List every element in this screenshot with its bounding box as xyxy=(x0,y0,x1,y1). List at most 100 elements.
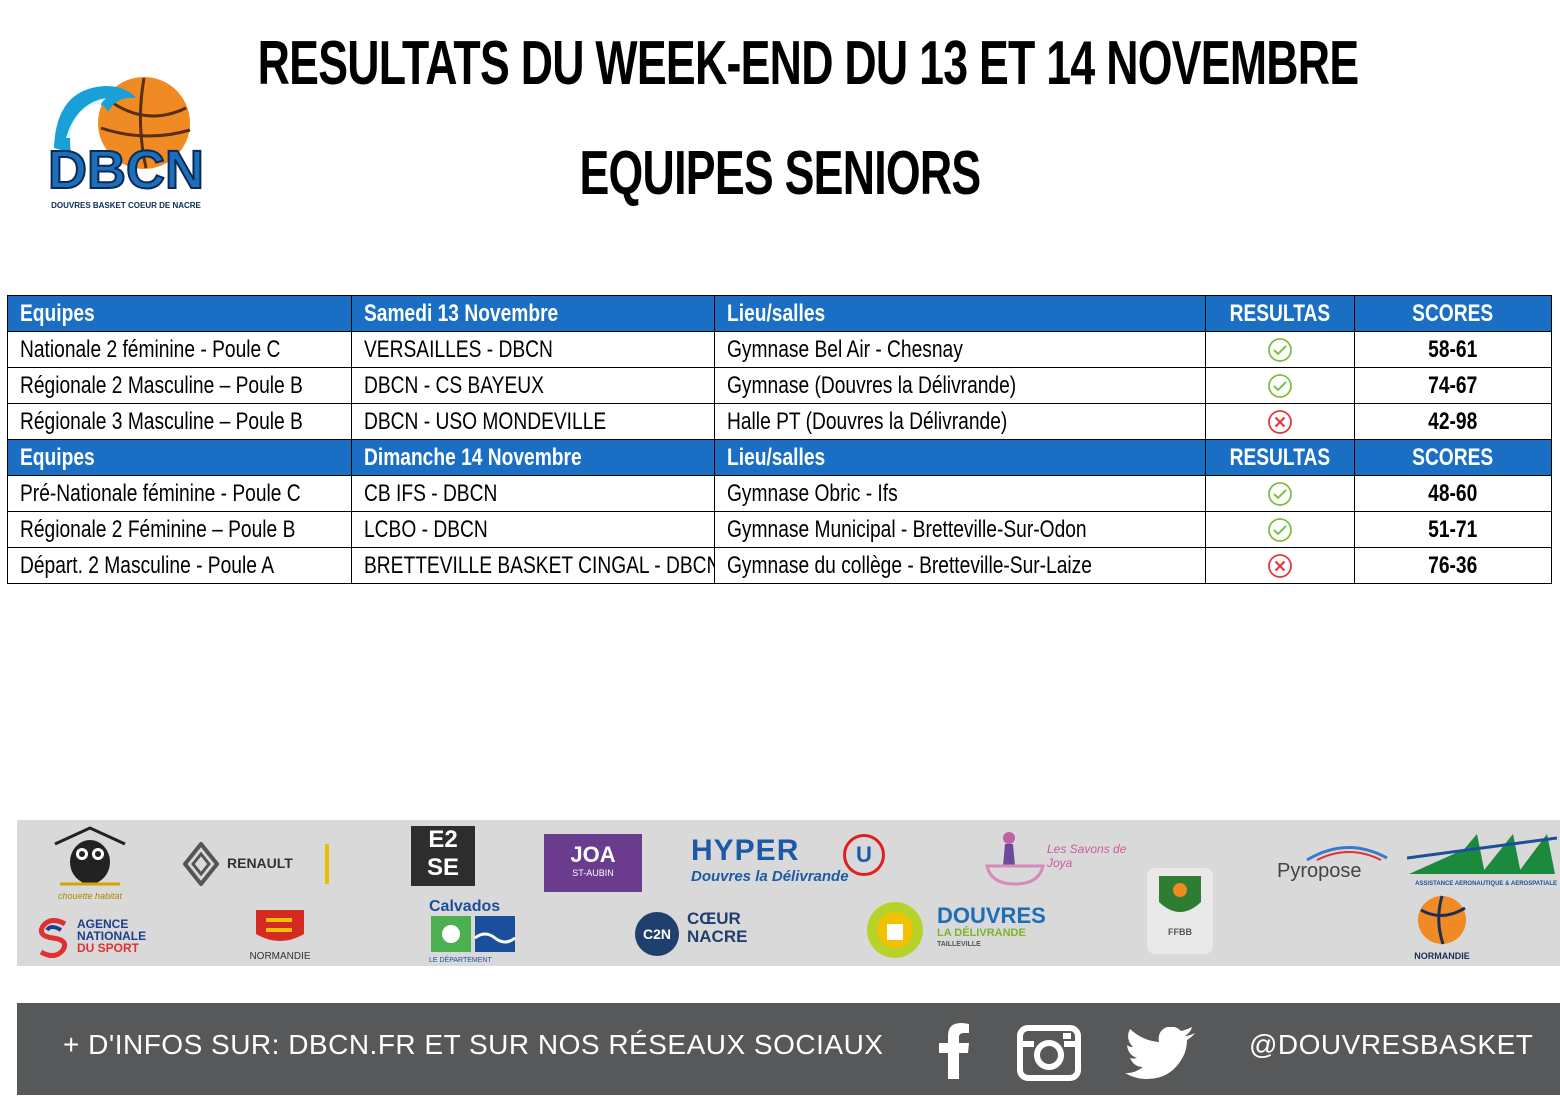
header-cell: SCORES xyxy=(1354,295,1552,332)
douvres-circle-icon xyxy=(867,902,923,958)
pyropose-logo: Pyropose xyxy=(1277,842,1397,882)
ans-line-2: NATIONALE xyxy=(77,929,147,943)
header-cell: Equipes xyxy=(7,439,352,476)
normandie-label: NORMANDIE xyxy=(249,951,311,962)
ans-line-1: AGENCE xyxy=(77,917,129,931)
coeur-de-nacre-logo: C2N CŒUR NACRE xyxy=(635,908,775,960)
ans-logo: AGENCE NATIONALE DU SPORT xyxy=(37,916,187,960)
cell-result xyxy=(1205,475,1355,512)
cell-team: Régionale 2 Masculine – Poule B xyxy=(7,367,352,404)
cell-score: 76-36 xyxy=(1354,547,1552,584)
normandie-basket-label: NORMANDIE xyxy=(1414,951,1470,961)
svg-text:DBCN: DBCN xyxy=(48,140,204,200)
region-normandie-logo: NORMANDIE xyxy=(237,908,323,964)
cell-match: DBCN - USO MONDEVILLE xyxy=(351,403,715,440)
ans-s-icon xyxy=(38,918,68,958)
header-cell: Lieu/salles xyxy=(714,439,1206,476)
cell-team: Régionale 2 Féminine – Poule B xyxy=(7,511,352,548)
normandie-basket-icon xyxy=(1418,895,1466,945)
header-cell: Dimanche 14 Novembre xyxy=(351,439,715,476)
bathtub-icon xyxy=(985,832,1045,886)
c2n-line-2: NACRE xyxy=(687,927,748,946)
joa-sub: ST-AUBIN xyxy=(572,868,614,878)
cell-score: 51-71 xyxy=(1354,511,1552,548)
douvres-line-3: TAILLEVILLE xyxy=(937,941,981,948)
normandie-basket-logo: NORMANDIE xyxy=(1397,892,1487,962)
c2n-line-1: CŒUR xyxy=(687,909,741,928)
cell-venue: Gymnase Bel Air - Chesnay xyxy=(714,331,1206,368)
loss-cross-icon xyxy=(1268,554,1292,579)
cell-score: 42-98 xyxy=(1354,403,1552,440)
chouette-habitat-logo: chouette habitat xyxy=(45,826,135,904)
page-title: RESULTATS DU WEEK-END DU 13 ET 14 NOVEMB… xyxy=(257,29,1359,98)
win-check-icon xyxy=(1268,518,1292,543)
joa-label: JOA xyxy=(570,842,616,867)
cell-result xyxy=(1205,403,1355,440)
calvados-logo: Calvados LE DÉPARTEMENT xyxy=(429,898,521,966)
aaa-wings-icon xyxy=(1406,834,1558,874)
joa-logo: JOA ST-AUBIN xyxy=(544,834,642,892)
hyper-sub: Douvres la Délivrande xyxy=(691,868,849,885)
header-cell: Equipes xyxy=(7,295,352,332)
cell-venue: Gymnase Municipal - Bretteville-Sur-Odon xyxy=(714,511,1206,548)
calvados-basket-logo: FFBB xyxy=(1147,868,1213,954)
c2n-icon: C2N xyxy=(635,912,679,956)
facebook-icon[interactable] xyxy=(935,1023,971,1079)
swoosh-icon xyxy=(1306,846,1388,862)
calvados-sub: LE DÉPARTEMENT xyxy=(429,957,492,964)
table-row: Régionale 2 Féminine – Poule B LCBO - DBC… xyxy=(7,511,1552,548)
cell-venue: Gymnase du collège - Bretteville-Sur-Lai… xyxy=(714,547,1206,584)
footer-info: + D'INFOS SUR: DBCN.FR ET SUR NOS RÉSEAU… xyxy=(63,1029,884,1060)
cell-team: Régionale 3 Masculine – Poule B xyxy=(7,403,352,440)
header-cell: Samedi 13 Novembre xyxy=(351,295,715,332)
savons-joya-logo: Les Savons de Joya xyxy=(985,828,1135,892)
douvres-line-1: DOUVRES xyxy=(937,903,1046,928)
header-cell: RESULTAS xyxy=(1205,295,1355,332)
table-row: Départ. 2 Masculine - Poule A BRETTEVILLE… xyxy=(7,547,1552,584)
table-row: Régionale 3 Masculine – Poule B DBCN - US… xyxy=(7,403,1552,440)
cell-venue: Gymnase Obric - Ifs xyxy=(714,475,1206,512)
win-check-icon xyxy=(1268,482,1292,507)
aaa-logo: ASSISTANCE AERONAUTIQUE & AEROSPATIALE xyxy=(1406,828,1558,890)
cell-match: DBCN - CS BAYEUX xyxy=(351,367,715,404)
results-table: Equipes Samedi 13 Novembre Lieu/salles RESU… xyxy=(7,295,1552,584)
instagram-icon[interactable] xyxy=(1017,1025,1081,1081)
table-row: Pré-Nationale féminine - Poule C CB IFS -… xyxy=(7,475,1552,512)
normandie-flag-icon xyxy=(256,910,304,941)
cell-score: 74-67 xyxy=(1354,367,1552,404)
table-header-row: Equipes Dimanche 14 Novembre Lieu/salles RE… xyxy=(7,439,1552,476)
cell-score: 48-60 xyxy=(1354,475,1552,512)
header-cell: RESULTAS xyxy=(1205,439,1355,476)
cell-match: CB IFS - DBCN xyxy=(351,475,715,512)
cell-team: Nationale 2 féminine - Poule C xyxy=(7,331,352,368)
douvres-logo: DOUVRES LA DÉLIVRANDE TAILLEVILLE xyxy=(865,900,1046,962)
footer-handle: @DOUVRESBASKET xyxy=(1249,1029,1534,1060)
cell-team: Départ. 2 Masculine - Poule A xyxy=(7,547,352,584)
cell-result xyxy=(1205,331,1355,368)
cell-result xyxy=(1205,547,1355,584)
cell-team: Pré-Nationale féminine - Poule C xyxy=(7,475,352,512)
cell-result xyxy=(1205,367,1355,404)
ans-line-3: DU SPORT xyxy=(77,941,140,955)
calvados-basket-icon xyxy=(1159,876,1201,912)
calvados-emblem-icon xyxy=(431,916,516,952)
cell-result xyxy=(1205,511,1355,548)
header-cell: Lieu/salles xyxy=(714,295,1206,332)
renault-logo: RENAULT xyxy=(183,842,333,888)
loss-cross-icon xyxy=(1268,410,1292,435)
dbcn-logo: DBCN DOUVRES BASKET COEUR DE NACRE xyxy=(47,77,205,210)
table-row: Régionale 2 Masculine – Poule B DBCN - CS… xyxy=(7,367,1552,404)
renault-label: RENAULT xyxy=(227,855,293,871)
savons-label: Les Savons de Joya xyxy=(1047,842,1127,870)
owl-icon xyxy=(54,826,126,886)
cell-venue: Halle PT (Douvres la Délivrande) xyxy=(714,403,1206,440)
cell-score: 58-61 xyxy=(1354,331,1552,368)
hyper-label: HYPER xyxy=(691,834,800,867)
cell-match: VERSAILLES - DBCN xyxy=(351,331,715,368)
cell-match: BRETTEVILLE BASKET CINGAL - DBCN xyxy=(351,547,715,584)
renault-diamond-icon xyxy=(183,842,219,886)
e2se-top: E2 xyxy=(428,826,458,853)
douvres-line-2: LA DÉLIVRANDE xyxy=(937,927,1026,939)
footer-bar: + D'INFOS SUR: DBCN.FR ET SUR NOS RÉSEAU… xyxy=(17,1003,1560,1095)
twitter-icon[interactable] xyxy=(1125,1027,1197,1079)
